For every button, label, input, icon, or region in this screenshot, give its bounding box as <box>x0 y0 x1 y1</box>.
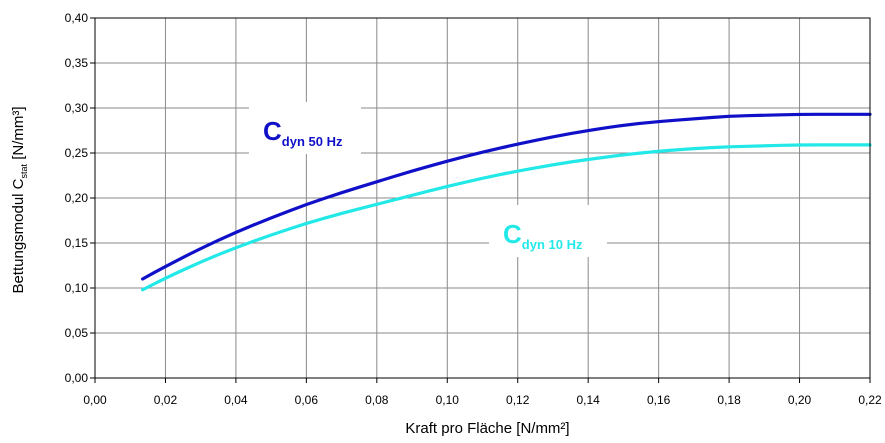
y-axis-title-main: Bettungsmodul C <box>10 178 27 293</box>
series-label-main: C <box>263 116 282 146</box>
grid <box>94 17 871 379</box>
x-tick-label: 0,10 <box>436 393 460 407</box>
x-tick-label: 0,18 <box>717 393 741 407</box>
series-line-1 <box>141 112 872 281</box>
y-tick-label: 0,15 <box>65 236 89 250</box>
x-tick-label: 0,20 <box>788 393 812 407</box>
y-tick-label: 0,25 <box>65 146 89 160</box>
x-tick-label: 0,12 <box>506 393 530 407</box>
x-tick-label: 0,22 <box>858 393 882 407</box>
y-tick-label: 0,20 <box>65 191 89 205</box>
y-tick-label: 0,10 <box>65 281 89 295</box>
series-label-main: C <box>503 219 522 249</box>
x-tick-label: 0,16 <box>647 393 671 407</box>
y-axis-title-unit: [N/mm³] <box>10 106 27 164</box>
y-tick-label: 0,30 <box>65 101 89 115</box>
x-tick-label: 0,14 <box>577 393 601 407</box>
y-tick-label: 0,05 <box>65 326 89 340</box>
y-axis-title-subscript: stat <box>19 163 29 178</box>
y-axis-title: Bettungsmodul Cstat [N/mm³] <box>10 106 29 293</box>
x-tick-label: 0,02 <box>154 393 178 407</box>
series-lines <box>141 112 872 292</box>
series-label-background <box>249 102 361 154</box>
y-tick-label: 0,35 <box>65 56 89 70</box>
x-tick-label: 0,00 <box>83 393 107 407</box>
series-label-1: Cdyn 50 Hz <box>263 116 343 149</box>
x-tick-label: 0,04 <box>224 393 248 407</box>
series-label-2: Cdyn 10 Hz <box>503 219 583 252</box>
series-label-background <box>489 205 607 257</box>
series-label-subscript: dyn 50 Hz <box>282 134 343 149</box>
x-tick-label: 0,08 <box>365 393 389 407</box>
x-axis-title: Kraft pro Fläche [N/mm²] <box>405 420 569 437</box>
x-tick-label: 0,06 <box>295 393 319 407</box>
axis-ticks: 0,00 0,02 0,04 0,06 0,08 0,10 0,12 0,14 0,16 0,18… <box>65 11 882 407</box>
series-line-2 <box>141 143 872 292</box>
y-tick-label: 0,00 <box>65 371 89 385</box>
y-tick-label: 0,40 <box>65 11 89 25</box>
series-label-subscript: dyn 10 Hz <box>522 237 583 252</box>
